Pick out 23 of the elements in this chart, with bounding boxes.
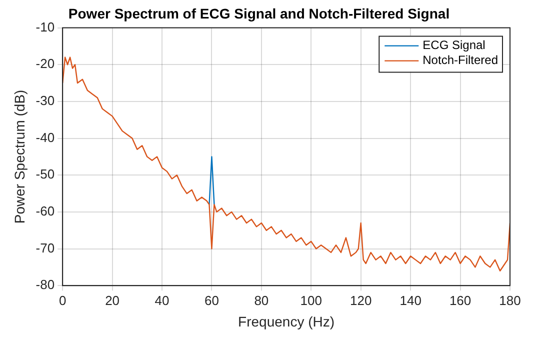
x-axis-title: Frequency (Hz) <box>238 313 335 330</box>
x-tick-label: 0 <box>58 292 66 308</box>
x-tick-label: 80 <box>254 292 269 308</box>
y-tick-label: -60 <box>36 204 55 219</box>
x-tick-label: 160 <box>449 292 472 308</box>
legend-label: ECG Signal <box>422 38 486 52</box>
y-tick-label: -40 <box>36 130 55 145</box>
y-tick-label: -10 <box>36 19 55 34</box>
x-tick-label: 180 <box>499 292 521 308</box>
y-tick-label: -20 <box>36 56 55 72</box>
y-tick-label: -70 <box>36 240 55 256</box>
chart-title: Power Spectrum of ECG Signal and Notch-Filtered Signal <box>68 5 450 22</box>
y-tick-label: -50 <box>36 166 55 182</box>
x-tick-label: 100 <box>300 292 322 308</box>
y-axis-title: Power Spectrum (dB) <box>11 90 28 224</box>
y-tick-label: -30 <box>36 93 55 108</box>
x-tick-label: 60 <box>204 292 219 308</box>
x-tick-label: 20 <box>105 292 120 308</box>
y-tick-label: -80 <box>36 277 55 292</box>
x-tick-label: 40 <box>154 292 170 308</box>
x-tick-label: 140 <box>400 292 422 308</box>
legend-label: Notch-Filtered <box>422 53 498 68</box>
x-tick-label: 120 <box>350 292 372 308</box>
